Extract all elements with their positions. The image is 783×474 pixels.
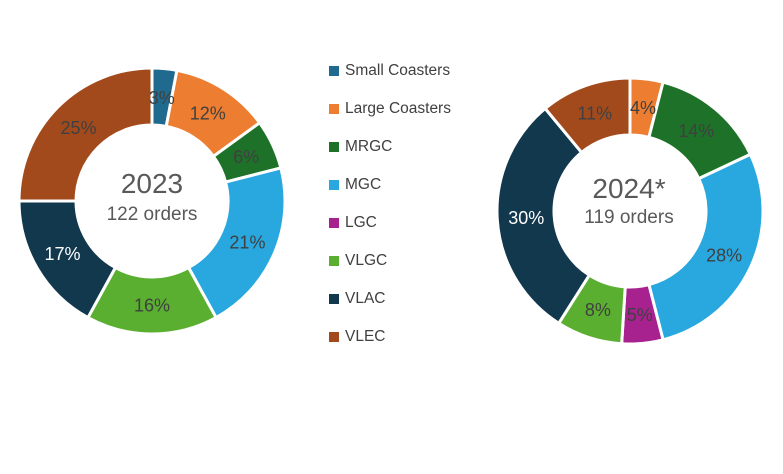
slice-percent-label-lgc: 5% (627, 305, 653, 325)
legend-swatch-icon (329, 294, 339, 304)
donut-2024-center-orders: 119 orders (584, 207, 673, 228)
slice-percent-label-vlac: 17% (44, 244, 80, 264)
legend-item-mgc: MGC (329, 177, 451, 193)
donut-slice-vlec (17, 66, 154, 203)
legend-item-mrgc: MRGC (329, 139, 451, 155)
legend-item-label: VLGC (345, 252, 388, 269)
legend-swatch-icon (329, 142, 339, 152)
slice-percent-label-large-coasters: 4% (630, 98, 656, 118)
slice-percent-label-vlec: 25% (60, 118, 96, 138)
legend: Small Coasters Large Coasters MRGC MGC LGC VL… (329, 63, 451, 345)
legend-item-label: Small Coasters (345, 62, 451, 79)
slice-percent-label-vlec: 11% (577, 103, 612, 123)
legend-item-label: Large Coasters (345, 100, 451, 117)
donut-2023-center-orders: 122 orders (107, 204, 198, 225)
legend-item-vlac: VLAC (329, 291, 451, 307)
donut-slice-vlec (543, 76, 632, 154)
donut-chart-2023: 3% 12% 6% 21% 16% 17% 25% (17, 66, 287, 336)
legend-item-small-coasters: Small Coasters (329, 63, 451, 79)
slice-percent-label-mgc: 21% (229, 233, 265, 253)
legend-item-label: VLEC (345, 328, 386, 345)
legend-swatch-icon (329, 180, 339, 190)
slice-percent-label-vlgc: 16% (134, 295, 170, 315)
slice-percent-label-mgc: 28% (706, 246, 742, 266)
donut-2024-center-year: 2024* (592, 173, 665, 204)
legend-item-label: MRGC (345, 138, 393, 155)
legend-swatch-icon (329, 104, 339, 114)
donut-2023-center-year: 2023 (121, 168, 183, 199)
legend-item-label: MGC (345, 176, 382, 193)
slice-percent-label-small-coasters: 3% (149, 88, 175, 108)
slice-percent-label-mrgc: 14% (678, 121, 714, 141)
legend-swatch-icon (329, 66, 339, 76)
slice-percent-label-vlac: 30% (508, 208, 544, 228)
legend-item-vlec: VLEC (329, 329, 451, 345)
slice-percent-label-vlgc: 8% (585, 300, 611, 320)
legend-swatch-icon (329, 256, 339, 266)
slice-percent-label-large-coasters: 12% (190, 103, 226, 123)
donut-slice-mgc (647, 152, 765, 342)
legend-item-vlgc: VLGC (329, 253, 451, 269)
legend-item-large-coasters: Large Coasters (329, 101, 451, 117)
legend-swatch-icon (329, 218, 339, 228)
legend-swatch-icon (329, 332, 339, 342)
slice-percent-label-mrgc: 6% (233, 147, 259, 167)
donut-slice-mgc (187, 166, 287, 320)
legend-item-label: LGC (345, 214, 377, 231)
legend-item-label: VLAC (345, 290, 386, 307)
legend-item-lgc: LGC (329, 215, 451, 231)
donut-chart-2024: 4% 14% 28% 5% 8% 30% 11% (495, 76, 765, 346)
donut-slice-vlac (495, 107, 591, 325)
